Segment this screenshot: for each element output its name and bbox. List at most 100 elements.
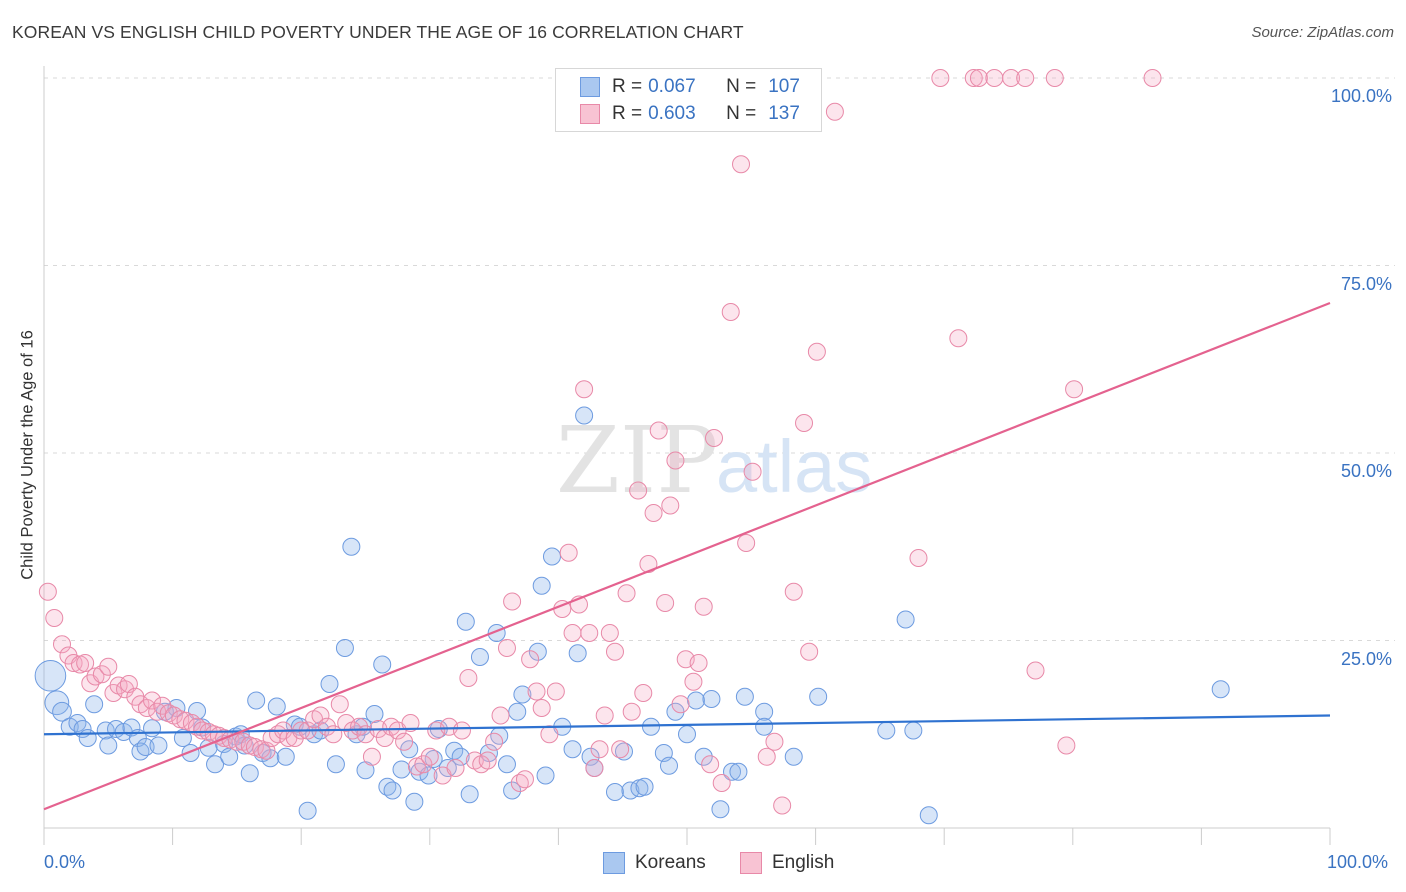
koreans-point — [44, 690, 70, 716]
english-point — [76, 654, 95, 672]
english-point — [532, 699, 551, 717]
english-point — [617, 584, 636, 603]
koreans-point — [528, 642, 547, 661]
koreans-point — [392, 760, 411, 779]
koreans-point — [694, 747, 713, 766]
english-point — [491, 706, 510, 725]
koreans-point — [85, 695, 104, 714]
english-r-value: 0.603 — [648, 103, 696, 124]
english-point — [527, 682, 546, 701]
english-point — [515, 770, 534, 789]
english-point — [478, 751, 497, 770]
koreans-point — [267, 697, 286, 716]
english-point — [446, 759, 465, 777]
koreans-point — [52, 701, 72, 722]
koreans-point — [335, 639, 354, 657]
koreans-point — [755, 717, 774, 736]
koreans-point — [353, 717, 372, 736]
english-point — [773, 796, 792, 815]
english-point — [737, 534, 756, 552]
koreans-point — [342, 537, 361, 556]
koreans-point — [919, 806, 938, 825]
english-point — [964, 69, 983, 87]
legend-koreans-label: Koreans — [635, 852, 706, 873]
koreans-point — [460, 785, 479, 804]
koreans-point — [326, 755, 345, 774]
koreans-point — [755, 702, 774, 721]
english-point — [595, 706, 614, 725]
english-point — [661, 496, 680, 515]
english-point — [757, 747, 776, 766]
koreans-point — [34, 659, 67, 692]
koreans-point — [729, 762, 748, 781]
koreans-point — [320, 675, 339, 693]
english-n-value: 137 — [768, 103, 800, 124]
koreans-point — [678, 725, 696, 744]
english-point — [540, 725, 559, 744]
koreans-trend-line — [43, 714, 1331, 736]
koreans-point — [1211, 680, 1230, 699]
english-point — [503, 592, 522, 611]
stats-row-english: R = 0.603 N = 137 — [580, 102, 800, 126]
english-point — [611, 740, 630, 759]
english-point — [649, 421, 668, 440]
koreans-point — [405, 792, 424, 811]
n-label: N = — [726, 76, 757, 97]
koreans-point — [659, 756, 678, 775]
english-point — [485, 732, 504, 751]
english-point — [497, 639, 516, 657]
english-point — [671, 695, 690, 714]
koreans-point — [568, 644, 587, 663]
english-point — [985, 69, 1004, 87]
english-point — [656, 594, 675, 612]
english-point — [92, 665, 111, 684]
english-point — [585, 759, 604, 777]
koreans-point — [497, 755, 516, 774]
r-label: R = — [612, 103, 643, 124]
koreans-point — [149, 736, 168, 755]
y-tick-label: 75.0% — [1340, 273, 1392, 294]
english-point — [99, 657, 118, 676]
english-point — [605, 642, 624, 661]
english-point — [414, 755, 433, 774]
english-point — [401, 714, 420, 732]
english-point — [521, 650, 540, 669]
koreans-r-value: 0.067 — [648, 76, 696, 97]
koreans-point — [220, 747, 239, 766]
english-point — [452, 721, 471, 740]
english-point — [590, 740, 609, 759]
koreans-point — [513, 685, 532, 704]
koreans-point — [78, 729, 97, 747]
x-tick-min: 0.0% — [44, 852, 86, 872]
english-point — [362, 747, 381, 766]
legend-item-koreans[interactable]: Koreans — [603, 852, 706, 874]
axes — [43, 66, 1331, 845]
koreans-point — [877, 721, 896, 740]
english-point — [45, 609, 64, 627]
english-point — [459, 669, 478, 687]
english-point — [969, 69, 988, 87]
koreans-point — [723, 762, 742, 781]
english-point — [689, 654, 708, 672]
english-point — [580, 624, 599, 642]
x-tick-max: 100.0% — [1327, 852, 1389, 872]
koreans-point — [451, 747, 470, 766]
watermark: ZIP atlas — [556, 407, 872, 514]
english-point — [1002, 69, 1021, 87]
english-point — [807, 342, 826, 361]
english-point — [575, 380, 594, 399]
english-point — [732, 155, 751, 174]
koreans-point — [298, 801, 317, 820]
english-point — [420, 747, 439, 766]
koreans-swatch — [580, 77, 600, 97]
y-tick-label: 50.0% — [1340, 461, 1392, 481]
english-point — [931, 69, 950, 87]
chart-title: KOREAN VS ENGLISH CHILD POVERTY UNDER TH… — [12, 22, 744, 42]
english-point — [629, 481, 648, 500]
koreans-point — [702, 690, 721, 708]
english-point — [800, 642, 819, 661]
english-point — [311, 706, 330, 725]
english-point — [330, 695, 349, 714]
legend-item-english[interactable]: English — [740, 852, 834, 874]
english-point — [639, 555, 658, 573]
